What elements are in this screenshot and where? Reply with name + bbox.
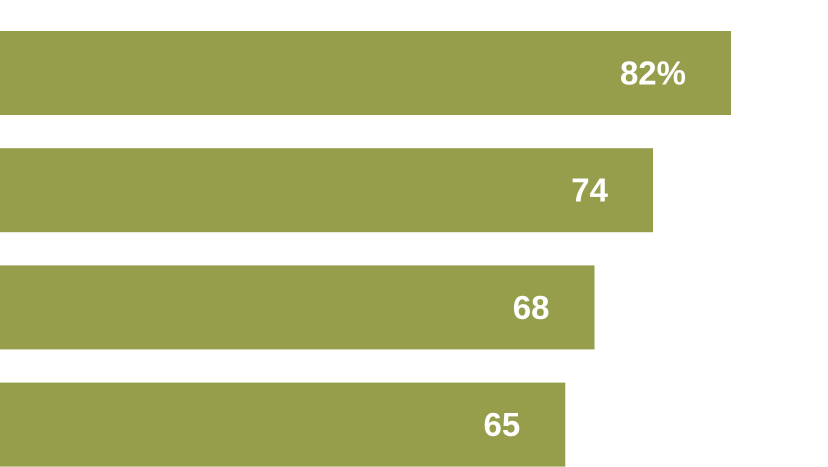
value-label: 74 (571, 172, 608, 209)
bar (0, 31, 731, 115)
bar (0, 382, 566, 467)
value-label: 65 (484, 406, 521, 443)
value-label: 82% (620, 55, 686, 92)
bar (0, 148, 653, 233)
value-label: 68 (513, 289, 550, 326)
bar (0, 265, 595, 350)
